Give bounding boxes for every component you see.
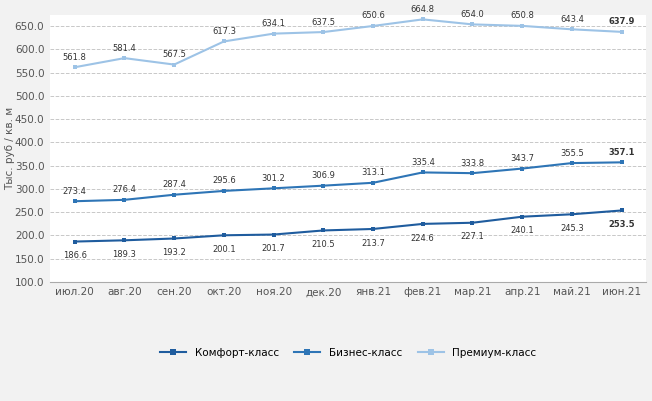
Text: 357.1: 357.1: [608, 148, 635, 157]
Text: 189.3: 189.3: [113, 250, 136, 259]
Text: 201.7: 201.7: [261, 244, 286, 253]
Text: 193.2: 193.2: [162, 248, 186, 257]
Text: 637.9: 637.9: [608, 17, 635, 26]
Text: 643.4: 643.4: [560, 15, 584, 24]
Text: 581.4: 581.4: [113, 44, 136, 53]
Text: 287.4: 287.4: [162, 180, 186, 189]
Text: 654.0: 654.0: [460, 10, 484, 19]
Text: 301.2: 301.2: [261, 174, 286, 183]
Text: 306.9: 306.9: [312, 171, 335, 180]
Text: 561.8: 561.8: [63, 53, 87, 62]
Text: 313.1: 313.1: [361, 168, 385, 177]
Text: 567.5: 567.5: [162, 50, 186, 59]
Text: 343.7: 343.7: [510, 154, 534, 163]
Text: 634.1: 634.1: [261, 19, 286, 28]
Y-axis label: Тыс. руб / кв. м: Тыс. руб / кв. м: [6, 107, 16, 190]
Text: 210.5: 210.5: [312, 240, 335, 249]
Text: 273.4: 273.4: [63, 187, 87, 196]
Legend: Комфорт-класс, Бизнес-класс, Премиум-класс: Комфорт-класс, Бизнес-класс, Премиум-кла…: [156, 344, 541, 362]
Text: 227.1: 227.1: [460, 233, 484, 241]
Text: 276.4: 276.4: [113, 185, 136, 194]
Text: 664.8: 664.8: [411, 5, 435, 14]
Text: 186.6: 186.6: [63, 251, 87, 260]
Text: 650.6: 650.6: [361, 11, 385, 20]
Text: 355.5: 355.5: [560, 148, 584, 158]
Text: 245.3: 245.3: [560, 224, 584, 233]
Text: 295.6: 295.6: [212, 176, 236, 185]
Text: 637.5: 637.5: [311, 18, 335, 26]
Text: 213.7: 213.7: [361, 239, 385, 248]
Text: 617.3: 617.3: [212, 27, 236, 36]
Text: 224.6: 224.6: [411, 234, 435, 243]
Text: 240.1: 240.1: [511, 227, 534, 235]
Text: 253.5: 253.5: [608, 220, 635, 229]
Text: 335.4: 335.4: [411, 158, 435, 167]
Text: 333.8: 333.8: [460, 159, 484, 168]
Text: 650.8: 650.8: [511, 11, 534, 20]
Text: 200.1: 200.1: [212, 245, 236, 254]
